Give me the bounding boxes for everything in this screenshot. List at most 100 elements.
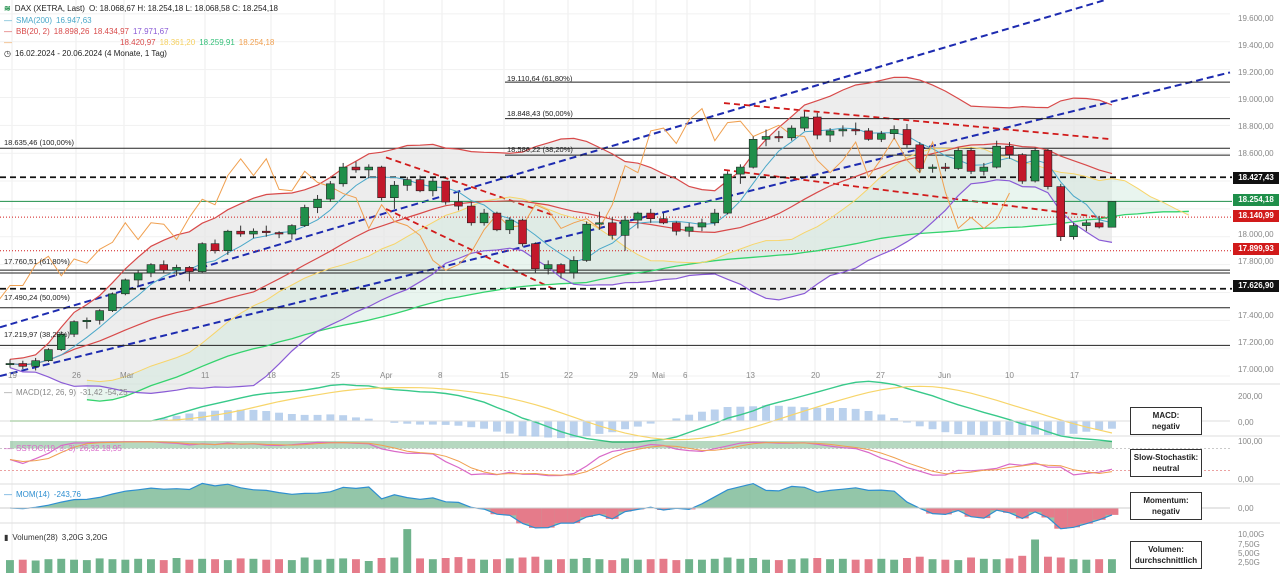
macd-histogram-bar xyxy=(710,409,719,421)
volume-bar xyxy=(339,558,348,573)
candle-body xyxy=(902,129,912,146)
volume-bar xyxy=(851,559,860,573)
candle-body xyxy=(684,226,694,232)
candle-body xyxy=(556,264,566,274)
volume-bar xyxy=(826,559,834,573)
candle-body xyxy=(108,293,117,311)
macd-histogram-bar xyxy=(787,406,796,421)
flag-lower-line xyxy=(723,169,1113,220)
price-tick: 17.000,00 xyxy=(1238,365,1274,374)
price-tag-level: 18.140,99 xyxy=(1233,210,1279,222)
volume-bar xyxy=(211,559,219,573)
ichimoku-lagging-line xyxy=(0,107,1010,300)
volume-bar xyxy=(6,560,14,573)
momentum-area xyxy=(10,483,1112,529)
macd-histogram-bar xyxy=(698,411,706,421)
legend-row-title: ≋ DAX (XETRA, Last) O: 18.068,67 H: 18.254… xyxy=(4,4,282,13)
bollinger-band-fill xyxy=(10,77,1112,394)
momentum-negative-bar xyxy=(580,508,593,517)
price-tag-level: 17.899,93 xyxy=(1233,243,1279,255)
momentum-negative-bar xyxy=(541,508,555,528)
macd-histogram-bar xyxy=(428,421,437,425)
macd-histogram-bar xyxy=(992,421,1001,435)
macd-histogram-bar xyxy=(557,421,565,439)
sma-line xyxy=(9,127,1113,366)
volume-bar xyxy=(31,560,40,573)
volume-bar xyxy=(595,559,604,573)
volume-bar xyxy=(134,558,143,573)
macd-histogram-bar xyxy=(454,421,463,426)
macd-histogram-bar xyxy=(172,415,181,421)
mom-legend: MOM(14) xyxy=(16,490,50,499)
volume-bar xyxy=(672,560,681,573)
volume-bar xyxy=(762,559,770,573)
volume-bar xyxy=(967,557,975,573)
macd-histogram-bar xyxy=(582,421,591,437)
legend-row-sma: — SMA(200) 16.947,63 xyxy=(4,16,96,25)
macd-line xyxy=(10,380,1113,443)
volume-bar xyxy=(800,558,809,573)
legend-row-bb: — BB(20, 2) 18.898,26 18.434,97 17.971,67 xyxy=(4,27,173,36)
macd-histogram-bar xyxy=(915,421,924,427)
candle-body xyxy=(441,180,450,203)
macd-histogram-bar xyxy=(531,421,540,437)
macd-histogram-bar xyxy=(236,409,245,421)
candle-body xyxy=(787,127,796,139)
candle-body xyxy=(18,363,27,367)
candle-body xyxy=(607,222,617,236)
volume-bar xyxy=(467,558,476,573)
candle-body xyxy=(1005,145,1014,155)
legend-sma: SMA(200) xyxy=(16,16,53,25)
sma-dash-icon: — xyxy=(4,16,12,25)
macd-histogram-bar xyxy=(159,418,168,421)
x-tick: 20 xyxy=(811,371,820,380)
volume-bar xyxy=(890,559,899,573)
bb-upper-line xyxy=(9,76,1113,360)
macd-signal-line xyxy=(10,385,1113,441)
x-tick: 10 xyxy=(1005,371,1014,380)
x-tick: 22 xyxy=(564,371,573,380)
volume-bar xyxy=(454,557,463,573)
volume-bar xyxy=(749,558,758,573)
candle-body xyxy=(326,183,335,200)
vol-tick: 2,50G xyxy=(1238,558,1260,567)
candle-body xyxy=(121,279,130,295)
momentum-negative-bar xyxy=(977,508,991,519)
candle-body xyxy=(838,129,848,132)
macd-histogram-bar xyxy=(518,421,527,437)
macd-histogram-bar xyxy=(1005,421,1014,435)
candle-body xyxy=(1043,150,1053,187)
ichi-v3: 18.259,91 xyxy=(199,38,235,47)
candle-body xyxy=(928,166,937,169)
volume-bar xyxy=(441,558,450,573)
volume-bar xyxy=(531,556,540,573)
candle-body xyxy=(172,267,181,271)
momentum-negative-bar xyxy=(926,508,939,514)
candle-body xyxy=(569,260,578,274)
volume-bar xyxy=(262,559,271,573)
macd-values: -31,42 -54,25 xyxy=(80,388,128,397)
volume-bar xyxy=(249,558,258,573)
bb-mid: 18.434,97 xyxy=(93,27,129,36)
macd-histogram-bar xyxy=(749,406,758,421)
macd-histogram-bar xyxy=(672,418,681,421)
macd-histogram-bar xyxy=(262,411,271,421)
fib-label: 18.848,43 (50,00%) xyxy=(507,109,573,118)
candle-body xyxy=(351,166,361,171)
x-tick: Mai xyxy=(652,371,665,380)
candle-body xyxy=(697,222,707,228)
candle-body xyxy=(146,264,156,274)
volume-bar xyxy=(493,559,501,573)
signal-label: Momentum: xyxy=(1143,496,1189,505)
signal-value: negativ xyxy=(1151,422,1180,431)
vol-tick: 10,00G xyxy=(1238,530,1265,539)
macd-histogram-bar xyxy=(851,408,860,421)
volume-bar xyxy=(633,559,642,573)
volume-bar xyxy=(300,557,309,573)
signal-box-momentum: Momentum: negativ xyxy=(1130,492,1202,520)
momentum-negative-bar xyxy=(1105,508,1119,515)
macd-histogram-bar xyxy=(928,421,937,430)
volume-bar xyxy=(608,560,617,573)
volume-bar xyxy=(1108,559,1116,573)
price-tick: 17.200,00 xyxy=(1238,338,1274,347)
